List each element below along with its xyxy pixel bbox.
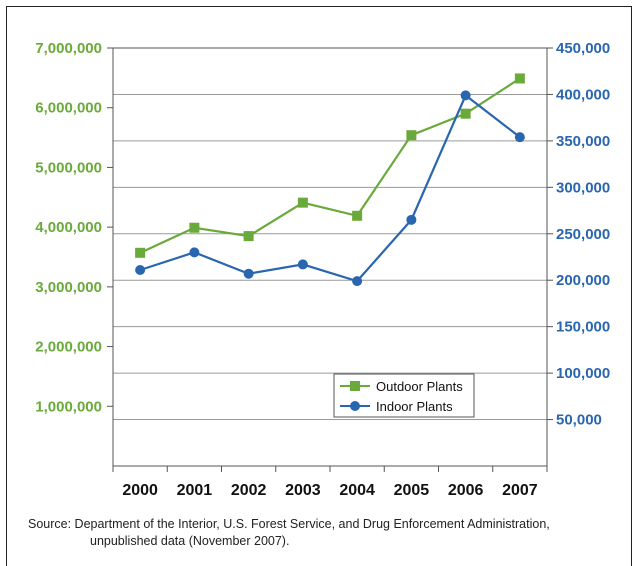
x-tick-label: 2004	[339, 482, 375, 499]
right-tick-label: 200,000	[556, 272, 610, 289]
data-point	[352, 276, 363, 287]
data-point	[243, 268, 254, 279]
left-tick-label: 4,000,000	[35, 219, 102, 236]
left-tick-label: 1,000,000	[35, 398, 102, 415]
right-tick-label: 100,000	[556, 365, 610, 382]
data-point	[297, 197, 308, 208]
x-tick-label: 2000	[122, 482, 158, 499]
data-point	[352, 210, 363, 221]
legend-label: Indoor Plants	[376, 399, 453, 414]
data-point	[297, 259, 308, 270]
left-tick-label: 6,000,000	[35, 100, 102, 117]
right-tick-label: 300,000	[556, 179, 610, 196]
legend-item: Outdoor Plants	[340, 379, 463, 394]
data-point	[406, 130, 417, 141]
data-point	[406, 214, 417, 225]
right-tick-label: 400,000	[556, 86, 610, 103]
x-tick-label: 2006	[448, 482, 484, 499]
left-tick-label: 2,000,000	[35, 339, 102, 356]
legend: Outdoor Plants Indoor Plants	[333, 373, 475, 418]
data-point	[514, 132, 525, 143]
left-tick-label: 7,000,000	[35, 40, 102, 57]
series-line	[139, 93, 521, 283]
data-point	[460, 90, 471, 101]
right-tick-label: 250,000	[556, 226, 610, 243]
data-point	[189, 247, 200, 258]
right-tick-label: 350,000	[556, 133, 610, 150]
x-tick-label: 2001	[177, 482, 213, 499]
x-tick-label: 2003	[285, 482, 321, 499]
x-tick-label: 2002	[231, 482, 267, 499]
x-tick-label: 2007	[502, 482, 538, 499]
source-note: Source: Department of the Interior, U.S.…	[28, 516, 618, 550]
left-tick-label: 5,000,000	[35, 159, 102, 176]
data-point	[135, 265, 146, 276]
legend-swatch-marker	[350, 381, 360, 391]
series-outdoor-plants	[135, 73, 525, 258]
series-indoor-plants	[135, 90, 525, 287]
figure-frame	[6, 6, 632, 566]
series	[135, 73, 525, 287]
x-tick-label: 2005	[394, 482, 430, 499]
axes: 1,000,000 2,000,000 3,000,000 4,000,000 5,00…	[35, 40, 610, 499]
data-point	[243, 231, 254, 242]
data-point	[514, 73, 525, 84]
data-point	[189, 222, 200, 233]
right-tick-label: 50,000	[556, 412, 602, 429]
legend-swatch-marker	[350, 401, 360, 411]
right-tick-label: 450,000	[556, 40, 610, 57]
left-tick-label: 3,000,000	[35, 279, 102, 296]
data-point	[460, 108, 471, 119]
source-line-2: unpublished data (November 2007).	[90, 534, 290, 548]
right-tick-label: 150,000	[556, 319, 610, 336]
legend-label: Outdoor Plants	[376, 379, 463, 394]
data-point	[135, 247, 146, 258]
legend-item: Indoor Plants	[340, 399, 453, 414]
source-line-1: Source: Department of the Interior, U.S.…	[28, 517, 550, 531]
